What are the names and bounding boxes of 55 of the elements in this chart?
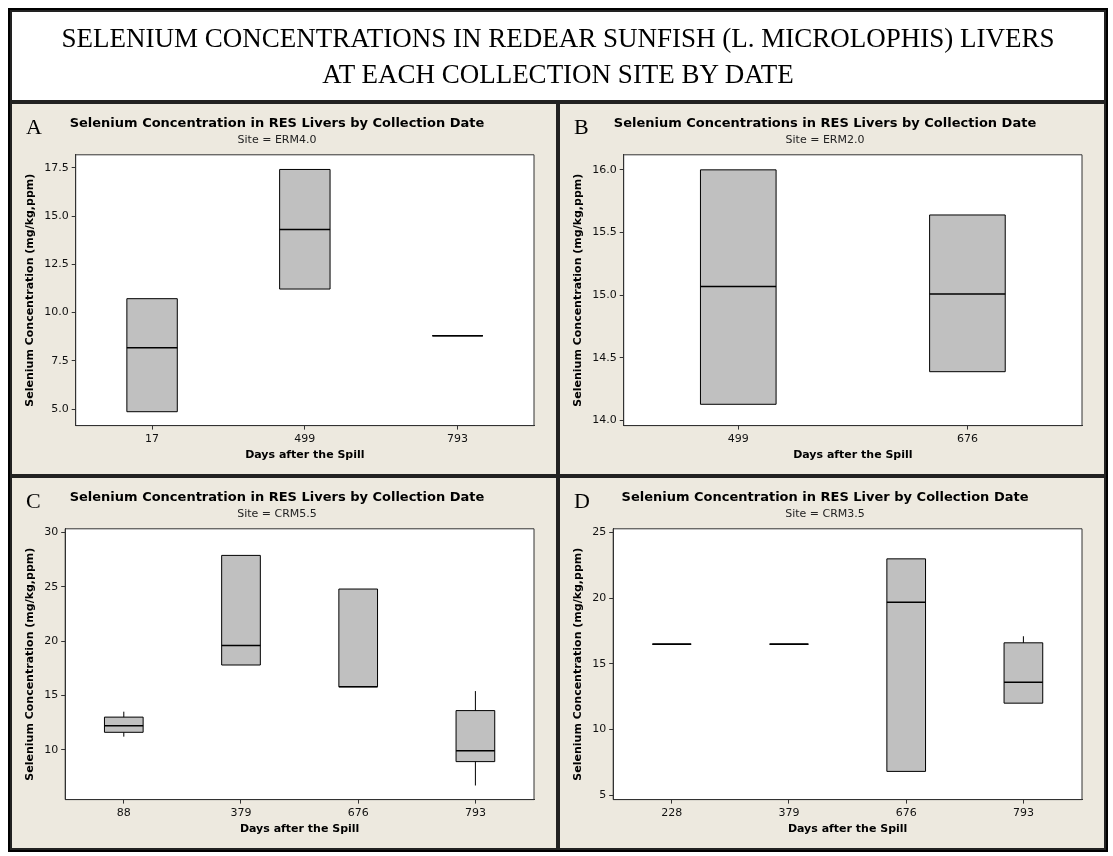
chart-subtitle: Site = ERM2.0 bbox=[785, 133, 865, 147]
x-axis-title: Days after the Spill bbox=[239, 822, 360, 836]
y-tick-label: 15 bbox=[592, 656, 607, 670]
chart-title: Selenium Concentration in RES Livers by Collection Date bbox=[69, 489, 485, 505]
chart-title: Selenium Concentrations in RES Livers by Collection Date bbox=[613, 115, 1037, 131]
x-tick-label: 379 bbox=[778, 806, 800, 820]
text: A bbox=[26, 114, 42, 140]
x-tick-label: 88 bbox=[116, 806, 131, 820]
y-tick-label: 25 bbox=[592, 525, 607, 539]
chart-subtitle: Site = CRM3.5 bbox=[785, 507, 865, 521]
text: D bbox=[574, 488, 590, 514]
chart-subtitle: Site = CRM5.5 bbox=[237, 507, 317, 521]
y-tick-label: 15.0 bbox=[44, 208, 69, 222]
chart-subtitle: Site = ERM4.0 bbox=[237, 133, 317, 147]
x-tick-label: 499 bbox=[294, 432, 316, 446]
y-tick-label: 16.0 bbox=[592, 162, 617, 176]
y-tick-label: 15.5 bbox=[592, 225, 617, 239]
x-tick-label: 17 bbox=[145, 432, 160, 446]
y-axis-title: Selenium Concentration (mg/kg,ppm) bbox=[571, 173, 585, 407]
y-tick-label: 20 bbox=[44, 634, 59, 647]
x-tick-label: 676 bbox=[956, 432, 978, 446]
y-axis-title: Selenium Concentration (mg/kg,ppm) bbox=[23, 173, 37, 407]
x-tick-label: 793 bbox=[464, 806, 486, 820]
y-axis-title: Selenium Concentration (mg/kg,ppm) bbox=[23, 547, 37, 781]
x-tick-label: 793 bbox=[1012, 806, 1034, 820]
y-tick-label: 25 bbox=[44, 579, 59, 593]
y-tick-label: 12.5 bbox=[44, 257, 69, 271]
x-tick-label: 499 bbox=[727, 432, 749, 446]
x-tick-label: 676 bbox=[347, 806, 369, 820]
y-tick-label: 10.0 bbox=[44, 305, 69, 319]
text: B bbox=[574, 114, 589, 140]
y-tick-label: 7.5 bbox=[51, 353, 69, 367]
y-tick-label: 5 bbox=[599, 787, 607, 801]
x-axis-title: Days after the Spill bbox=[787, 822, 908, 836]
x-axis-title: Days after the Spill bbox=[793, 448, 913, 462]
x-axis-title: Days after the Spill bbox=[245, 448, 365, 462]
x-tick-label: 793 bbox=[447, 432, 469, 446]
y-tick-label: 10 bbox=[44, 742, 59, 756]
y-axis-title: Selenium Concentration (mg/kg,ppm) bbox=[571, 547, 585, 781]
y-tick-label: 15.0 bbox=[592, 288, 617, 302]
y-tick-label: 17.5 bbox=[44, 160, 69, 174]
y-tick-label: 14.0 bbox=[592, 413, 617, 427]
text: SELENIUM CONCENTRATIONS IN REDEAR SUNFISH (L. MICROLOPHIS) LIVERS AT EACH COLLECTION SITE BY DATE bbox=[60, 22, 1056, 91]
y-tick-label: 20 bbox=[592, 591, 607, 605]
x-tick-label: 228 bbox=[661, 806, 683, 820]
x-tick-label: 676 bbox=[895, 806, 917, 820]
x-tick-label: 379 bbox=[230, 806, 252, 820]
y-tick-label: 14.5 bbox=[592, 350, 617, 364]
y-tick-label: 15 bbox=[44, 688, 59, 702]
chart-title: Selenium Concentration in RES Livers by Collection Date bbox=[69, 115, 485, 131]
text: C bbox=[26, 488, 41, 514]
y-tick-label: 5.0 bbox=[51, 401, 69, 415]
y-tick-label: 30 bbox=[44, 525, 59, 539]
chart-title: Selenium Concentration in RES Liver by Collection Date bbox=[621, 489, 1029, 505]
y-tick-label: 10 bbox=[592, 722, 607, 736]
